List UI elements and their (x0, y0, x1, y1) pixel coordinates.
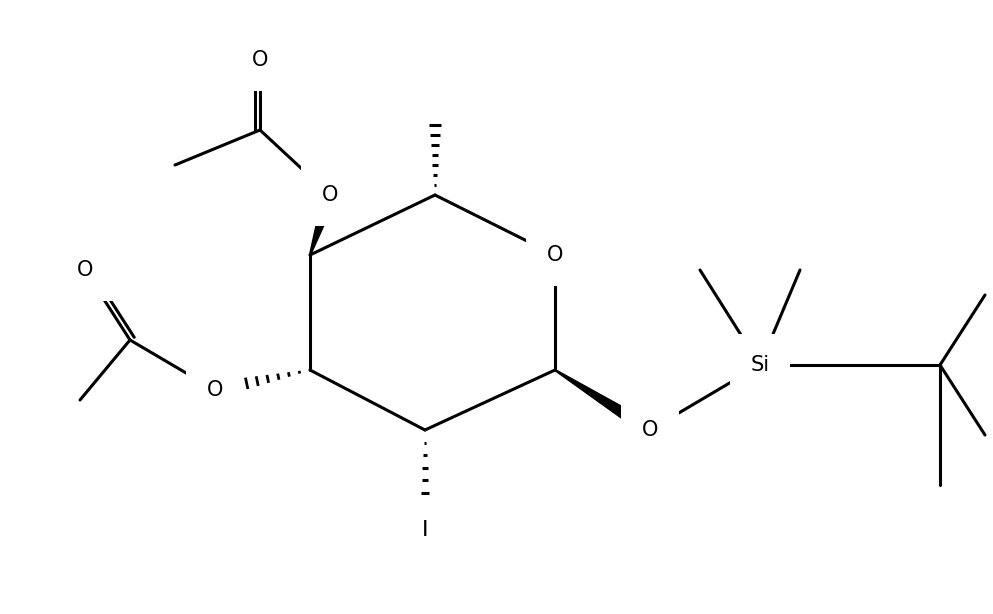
Text: I: I (422, 520, 428, 540)
Text: Si: Si (751, 355, 770, 375)
Polygon shape (310, 193, 337, 255)
Text: O: O (547, 245, 563, 265)
Text: O: O (322, 185, 339, 205)
Text: O: O (76, 260, 93, 280)
Text: O: O (641, 420, 658, 440)
Text: O: O (207, 380, 223, 400)
Polygon shape (555, 370, 653, 436)
Text: O: O (252, 50, 268, 70)
